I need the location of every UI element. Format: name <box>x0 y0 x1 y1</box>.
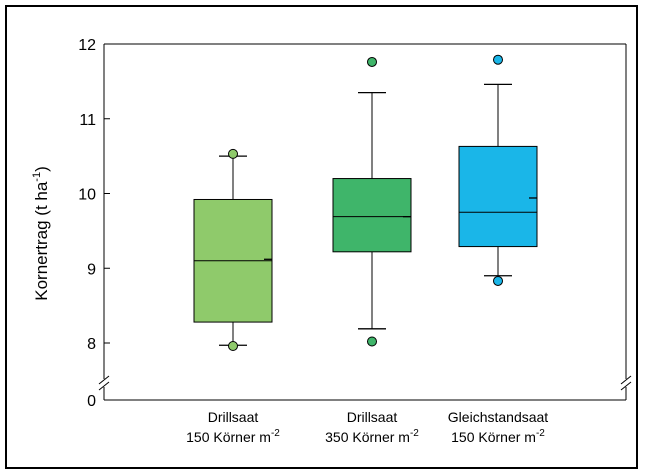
y-axis: 0 8 9 10 11 12 <box>78 37 632 410</box>
axis-break-mark-left <box>98 375 110 385</box>
y-tick-label: 0 <box>87 393 96 410</box>
y-tick-label: 11 <box>79 112 96 129</box>
outlier-point <box>493 54 503 65</box>
x-category-label-text: 350 Körner m <box>325 429 410 445</box>
x-category-label-line2: 150 Körner m-2 <box>451 428 545 445</box>
iqr-box <box>458 145 538 248</box>
x-category-label-line2: 350 Körner m-2 <box>325 428 419 445</box>
outlier-point <box>367 56 377 67</box>
axis-break-mark-right <box>620 375 632 385</box>
outlier-point <box>367 336 377 347</box>
y-tick-label: 10 <box>78 187 96 204</box>
axis-break-mark-left <box>98 381 110 391</box>
x-category-label-line2: 150 Körner m-2 <box>186 428 280 445</box>
x-category-label-superscript: -2 <box>271 428 280 439</box>
y-tick-label: 12 <box>78 37 96 54</box>
y-axis-label-superscript: -1 <box>31 172 43 182</box>
iqr-box <box>332 178 412 253</box>
outlier-point <box>228 340 238 351</box>
x-category-label-line1: Gleichstandsaat <box>448 409 549 425</box>
y-axis-label-main: Kornertrag (t ha <box>32 181 51 301</box>
box-group <box>193 148 273 351</box>
x-category-label-text: 150 Körner m <box>451 429 536 445</box>
x-category-label-superscript: -2 <box>536 428 545 439</box>
y-axis-label-close: ) <box>32 166 51 172</box>
outlier-point <box>493 275 503 286</box>
y-tick-label: 9 <box>87 261 96 278</box>
y-tick-label: 8 <box>87 336 96 353</box>
x-category-label-line1: Drillsaat <box>347 409 398 425</box>
y-axis-label: Kornertrag (t ha-1) <box>31 166 51 301</box>
box-group <box>332 56 412 347</box>
plot-area <box>193 54 538 351</box>
x-category-label-superscript: -2 <box>410 428 419 439</box>
outlier-point <box>228 148 238 159</box>
x-category-label-text: 150 Körner m <box>186 429 271 445</box>
axis-break-mark-right <box>620 381 632 391</box>
chart-frame: 0 8 9 10 11 12 Drillsaat 150 Körner m-2 Drillsa… <box>5 5 638 469</box>
x-category-label-line1: Drillsaat <box>208 409 259 425</box>
box-group <box>458 54 538 286</box>
